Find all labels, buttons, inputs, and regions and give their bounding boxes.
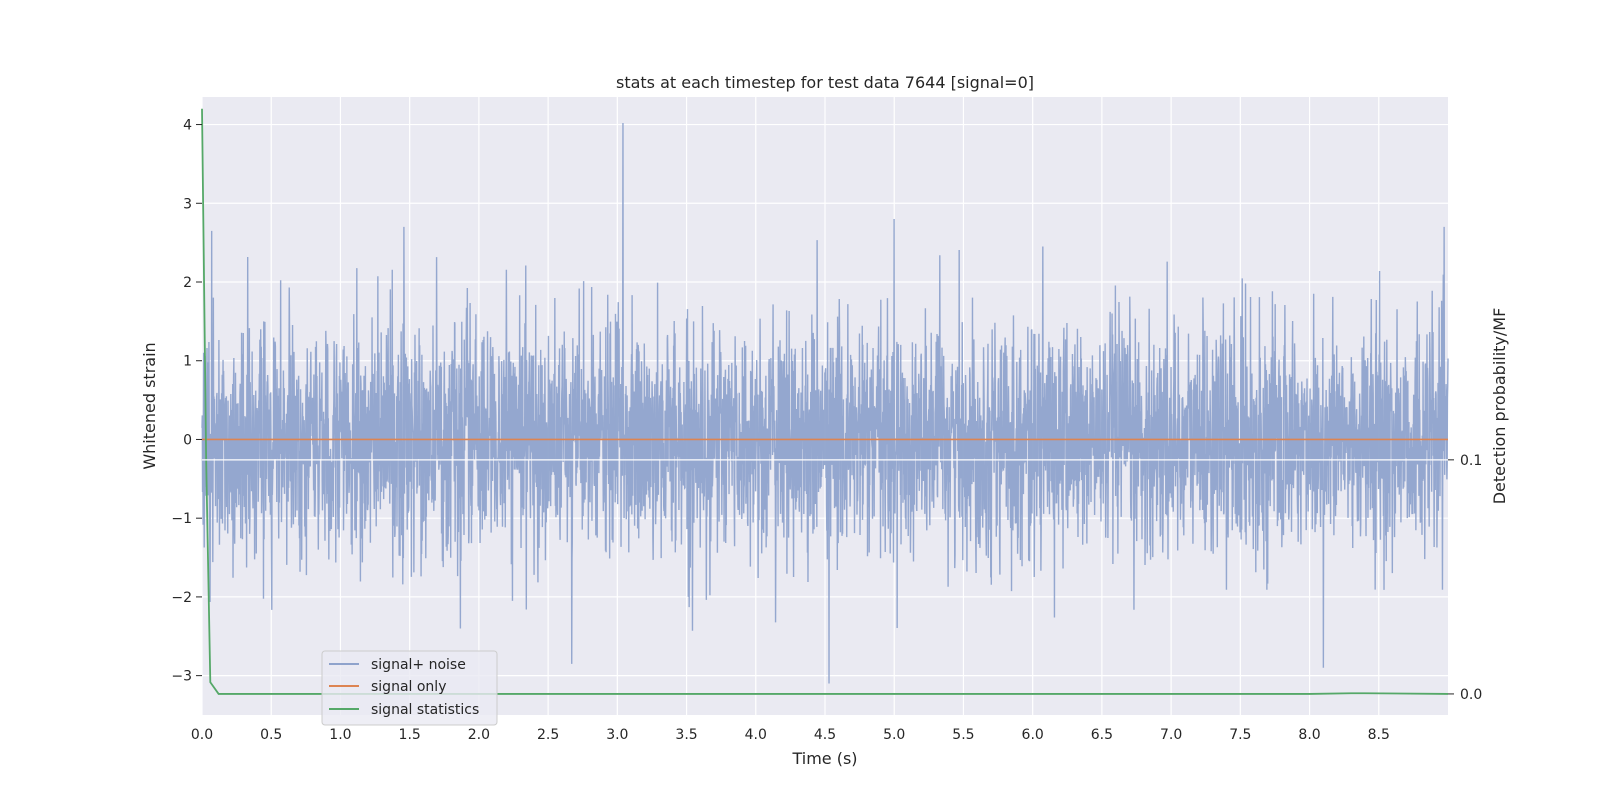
x-tick-label: 5.0: [883, 727, 905, 743]
x-tick-label: 1.0: [329, 727, 351, 743]
y-axis-right-label: Detection probability/MF: [1490, 308, 1509, 505]
x-tick-label: 3.5: [675, 727, 697, 743]
x-tick-label: 4.5: [814, 727, 836, 743]
legend-box: [321, 650, 498, 726]
x-tick-label: 5.5: [952, 727, 974, 743]
y-tick-label: −2: [171, 590, 192, 606]
x-tick-label: 3.0: [606, 727, 628, 743]
y-axis-label: Whitened strain: [140, 342, 159, 469]
y-tick-label: 1: [183, 354, 192, 370]
series-signal-statistics-line: [201, 108, 1449, 695]
x-axis-label: Time (s): [791, 749, 857, 768]
x-tick-label: 2.0: [468, 727, 490, 743]
y-tick-label: −1: [171, 511, 192, 527]
legend-label-signal-statistics: signal statistics: [371, 702, 479, 718]
x-tick-label: 6.0: [1022, 727, 1044, 743]
x-tick-label: 8.5: [1368, 727, 1390, 743]
x-tick-label: 0.5: [260, 727, 282, 743]
y-right-tick-label: 0.0: [1460, 687, 1482, 703]
ticks: 0.0 0.5 1.0 1.5 2.0 2.5 3.0 3.5 4.0 4.5 5.0 5.5 6.0 6…: [171, 118, 1482, 743]
x-tick-label: 2.5: [537, 727, 559, 743]
x-tick-label: 4.0: [745, 727, 767, 743]
legend: signal+ noise signal only signal statist…: [321, 650, 498, 726]
legend-label-signal-noise: signal+ noise: [371, 657, 466, 673]
y-tick-label: 4: [183, 118, 192, 134]
x-tick-label: 7.5: [1229, 727, 1251, 743]
y-tick-label: 2: [183, 275, 192, 291]
x-tick-label: 6.5: [1091, 727, 1113, 743]
chart-title: stats at each timestep for test data 764…: [616, 73, 1034, 92]
x-tick-label: 0.0: [191, 727, 213, 743]
y-right-tick-label: 0.1: [1460, 453, 1482, 469]
x-tick-label: 7.0: [1160, 727, 1182, 743]
x-tick-label: 8.0: [1298, 727, 1320, 743]
x-tick-label: 1.5: [399, 727, 421, 743]
y-tick-label: 0: [183, 432, 192, 448]
y-tick-label: 3: [183, 196, 192, 212]
series-signal-noise-line: [201, 122, 1449, 684]
series-layer: [201, 108, 1449, 695]
legend-label-signal-only: signal only: [371, 679, 446, 695]
y-tick-label: −3: [171, 669, 192, 685]
